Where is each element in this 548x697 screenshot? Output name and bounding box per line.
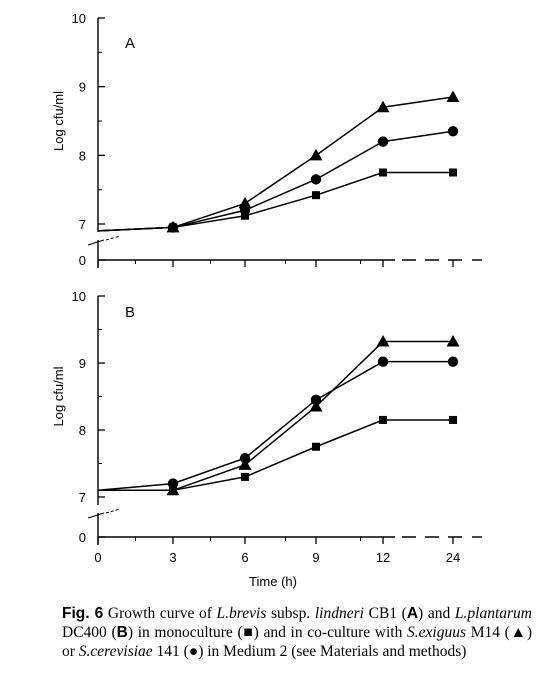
y-tick-label: 7 [79,217,86,232]
triangle-marker [309,148,323,161]
circle-marker [377,136,389,147]
y-tick-label: 7 [79,490,86,505]
triangle-marker [446,335,460,347]
x-tick-label: 6 [241,550,248,565]
y-tick-label: 0 [79,530,86,545]
triangle-marker [166,483,180,496]
y-tick-label: 8 [79,148,86,163]
caption-segment: L.brevis [216,605,267,622]
square-marker [449,168,457,177]
caption-segment: lindneri [314,605,364,622]
square-marker [379,168,387,177]
y-axis-break-mark [87,239,105,246]
caption-segment: ● [188,643,199,660]
caption-text: Growth curve of L.brevis subsp. lindneri… [62,605,532,660]
y-axis-break-dash [105,508,121,514]
series-line-circle [97,360,453,492]
series-line-square [97,171,453,232]
triangle-marker [238,458,252,470]
caption-segment: ) or [62,624,532,660]
circle-marker [377,356,389,367]
caption-segment: S.exiguus [407,624,467,641]
square-marker [312,191,320,200]
circle-marker [310,394,322,406]
square-marker [379,415,387,424]
x-tick-label: 9 [312,550,319,565]
y-axis-break-mark [87,512,105,519]
triangle-marker [376,100,390,113]
series-line-square [98,419,453,492]
panel-label: A [125,35,135,52]
caption-segment: Growth curve of [103,605,217,622]
figure-caption: Fig. 6 Growth curve of L.brevis subsp. l… [62,604,532,661]
circle-marker [310,174,322,185]
y-tick-label: 10 [72,11,86,26]
square-marker [449,415,457,424]
caption-segment: ▲ [509,624,527,641]
circle-marker [447,356,459,367]
circle-marker [167,478,179,489]
caption-segment: ) and [418,605,455,622]
y-axis-break-dash [105,235,121,241]
x-axis-title: Time (h) [249,574,297,589]
series-line-circle [97,130,454,232]
x-tick-label: 3 [169,550,176,565]
caption-label: Fig. 6 [62,605,104,622]
growth-curve-figure: 0 7 8 9 10 Log cfu/ml A 0 7 8 9 10 0 3 6 9 12 24 Log cfu/… [51,11,482,589]
caption-segment: S.cerevisiae [78,643,153,660]
y-tick-label: 0 [79,253,86,268]
series-line-triangle [97,96,454,232]
caption-segment: M14 ( [466,624,510,641]
triangle-marker [166,220,180,233]
y-tick-label: 8 [79,423,86,438]
caption-segment: B [116,624,128,641]
series-line-triangle [98,340,453,492]
square-marker [241,472,249,481]
circle-marker [447,126,459,137]
panel-label: B [125,304,135,321]
x-tick-label: 0 [94,550,101,565]
caption-segment: ■ [242,624,254,641]
square-marker [241,211,249,220]
panel-a: 0 7 8 9 10 Log cfu/ml A [51,11,482,268]
triangle-marker [309,400,323,412]
triangle-marker [376,335,390,347]
caption-segment: DC400 ( [62,624,117,641]
panel-b: 0 7 8 9 10 0 3 6 9 12 24 Log cfu/ml B [51,289,482,565]
y-axis-title: Log cfu/ml [51,366,66,426]
y-tick-label: 9 [79,356,86,371]
square-marker [312,442,320,451]
triangle-marker [238,196,252,209]
triangle-marker [446,90,460,102]
y-axis-title: Log cfu/ml [51,91,66,151]
caption-segment: subsp. [266,605,315,622]
caption-segment: A [406,605,419,622]
caption-segment: L.plantarum [454,605,532,622]
caption-segment: 141 ( [152,643,189,660]
x-tick-label: 24 [446,550,460,565]
caption-segment: ) in Medium 2 (see Materials and methods… [198,643,467,660]
caption-segment: ) in monoculture ( [127,624,243,641]
y-tick-label: 9 [79,80,86,95]
circle-marker [239,452,251,464]
x-tick-label: 12 [376,550,390,565]
caption-segment: ) and in co-culture with [253,624,408,641]
y-tick-label: 10 [72,289,86,304]
caption-segment: CB1 ( [363,605,407,622]
